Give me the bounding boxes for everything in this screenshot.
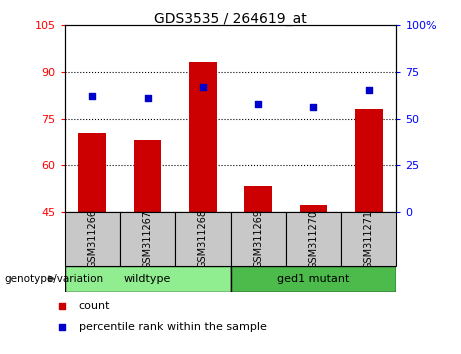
- Bar: [355, 109, 383, 212]
- Text: count: count: [78, 301, 110, 311]
- Point: [254, 101, 262, 107]
- Bar: [189, 62, 217, 212]
- FancyBboxPatch shape: [230, 212, 286, 266]
- Bar: [300, 205, 327, 212]
- Text: GSM311268: GSM311268: [198, 210, 208, 268]
- Point: [365, 87, 372, 93]
- Text: GDS3535 / 264619_at: GDS3535 / 264619_at: [154, 12, 307, 27]
- Text: GSM311271: GSM311271: [364, 209, 374, 269]
- Text: GSM311267: GSM311267: [142, 209, 153, 269]
- Point: [199, 84, 207, 90]
- FancyBboxPatch shape: [175, 212, 230, 266]
- FancyBboxPatch shape: [65, 266, 230, 292]
- Point: [58, 325, 65, 330]
- FancyBboxPatch shape: [230, 266, 396, 292]
- FancyBboxPatch shape: [120, 212, 175, 266]
- Text: ged1 mutant: ged1 mutant: [278, 274, 349, 284]
- Point: [144, 95, 151, 101]
- Point: [310, 104, 317, 110]
- FancyBboxPatch shape: [286, 212, 341, 266]
- Text: wildtype: wildtype: [124, 274, 171, 284]
- FancyBboxPatch shape: [65, 212, 120, 266]
- Text: percentile rank within the sample: percentile rank within the sample: [78, 322, 266, 332]
- Text: GSM311266: GSM311266: [87, 210, 97, 268]
- Bar: [244, 186, 272, 212]
- Bar: [134, 141, 161, 212]
- Point: [89, 93, 96, 99]
- Text: genotype/variation: genotype/variation: [5, 274, 104, 284]
- Text: GSM311270: GSM311270: [308, 209, 319, 269]
- Point: [58, 303, 65, 309]
- FancyBboxPatch shape: [341, 212, 396, 266]
- Text: GSM311269: GSM311269: [253, 210, 263, 268]
- Bar: [78, 133, 106, 212]
